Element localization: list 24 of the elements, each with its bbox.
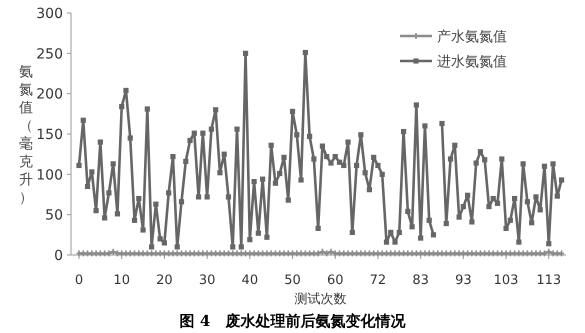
x-tick-label: 10: [113, 273, 130, 288]
text: 图 4 废水处理前后氨氮变化情况: [180, 312, 406, 330]
x-tick-label: 0: [74, 273, 84, 288]
legend-label: 产水氨氮值: [437, 29, 507, 45]
x-tick-label: 20: [156, 273, 173, 288]
y-tick-label: 150: [36, 127, 63, 143]
x-tick-label: 113: [536, 273, 562, 288]
x-tick-label: 93: [455, 273, 472, 288]
y-tick-label: 100: [36, 167, 63, 184]
x-tick-label: 50: [284, 273, 301, 288]
y-tick-label: 200: [36, 86, 63, 103]
y-tick-label: 250: [36, 46, 63, 62]
x-tick-label: 60: [326, 273, 344, 288]
x-tick-label: 83: [412, 273, 429, 288]
x-tick-label: 72: [370, 273, 386, 288]
x-tick-label: 103: [494, 273, 518, 288]
y-tick-label: 50: [45, 208, 63, 224]
x-tick-label: 40: [242, 273, 258, 288]
y-tick-label: 0: [54, 248, 63, 264]
legend-label: 进水氨氮值: [437, 54, 507, 70]
x-axis-title: 测试次数: [294, 292, 346, 307]
y-axis-title: 氨氮值（毫克升）: [19, 64, 33, 206]
y-tick-label: 300: [36, 6, 63, 22]
x-tick-label: 30: [198, 273, 216, 288]
